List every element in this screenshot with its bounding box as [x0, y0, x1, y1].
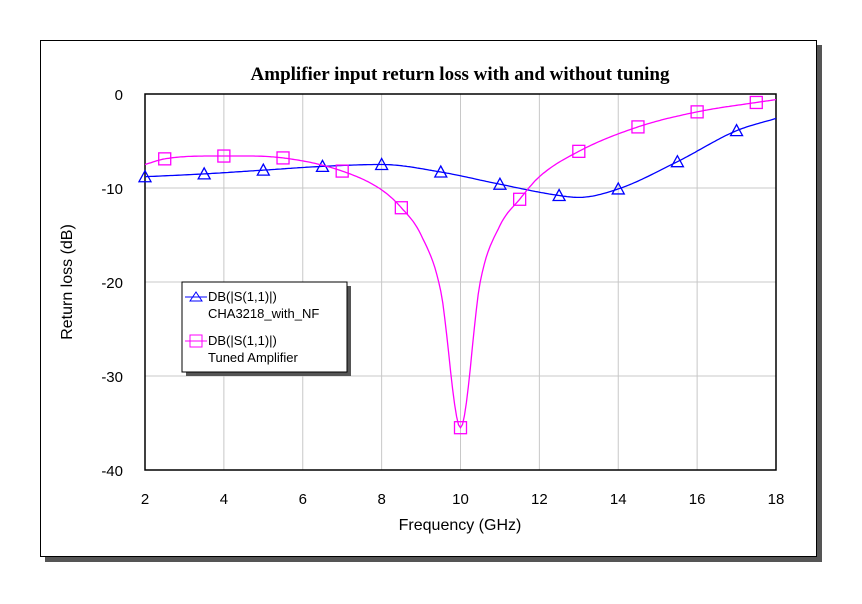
- data-point-square: [276, 151, 290, 165]
- data-point-triangle: [670, 154, 685, 168]
- series-line-1: [144, 117, 777, 199]
- x-tick-label: 16: [689, 491, 706, 508]
- data-point-square: [631, 120, 645, 134]
- x-tick-label: 10: [452, 491, 469, 508]
- chart-title: Amplifier input return loss with and wit…: [251, 64, 670, 85]
- plot-area: [144, 93, 777, 471]
- data-point-square: [217, 149, 231, 163]
- data-point-triangle: [551, 188, 567, 202]
- legend-sublabel-2: Tuned Amplifier: [208, 350, 299, 365]
- x-tick-label: 18: [768, 491, 785, 508]
- data-point-triangle: [433, 164, 448, 178]
- triangle-marker-icon: [189, 291, 203, 302]
- data-point-triangle: [611, 181, 626, 195]
- data-point-square: [513, 192, 527, 206]
- legend-sublabel-1: CHA3218_with_NF: [208, 306, 319, 321]
- data-point-square: [690, 105, 704, 119]
- x-tick-label: 4: [220, 491, 228, 508]
- x-tick-label: 14: [610, 491, 627, 508]
- data-point-square: [453, 421, 468, 435]
- data-point-triangle: [197, 166, 212, 180]
- data-point-square: [335, 164, 349, 178]
- data-point-square: [749, 95, 763, 110]
- square-marker-icon: [189, 334, 203, 348]
- y-tick-label: -40: [101, 463, 123, 480]
- data-point-square: [158, 152, 172, 166]
- y-tick-label: 0: [115, 87, 123, 104]
- y-tick-label: -10: [101, 181, 123, 198]
- data-point-triangle: [256, 162, 271, 176]
- y-tick-label: -30: [101, 369, 123, 386]
- data-point-triangle: [729, 123, 744, 137]
- data-point-square: [394, 201, 408, 215]
- data-point-triangle: [137, 169, 153, 183]
- data-point-square: [572, 144, 586, 158]
- y-axis-label: Return loss (dB): [59, 224, 76, 340]
- legend-label-2: DB(|S(1,1)|): [208, 333, 277, 348]
- legend-label-1: DB(|S(1,1)|): [208, 289, 277, 304]
- legend: DB(|S(1,1)|) CHA3218_with_NF DB(|S(1,1)|…: [181, 281, 351, 376]
- chart-frame: [40, 40, 817, 557]
- data-point-triangle: [492, 176, 508, 190]
- x-axis-label: Frequency (GHz): [399, 517, 522, 534]
- data-point-triangle: [374, 157, 389, 171]
- x-tick-label: 2: [141, 491, 149, 508]
- x-tick-label: 6: [299, 491, 307, 508]
- y-tick-label: -20: [101, 275, 123, 292]
- x-tick-label: 12: [531, 491, 548, 508]
- x-tick-label: 8: [377, 491, 385, 508]
- series-line-2: [144, 98, 777, 429]
